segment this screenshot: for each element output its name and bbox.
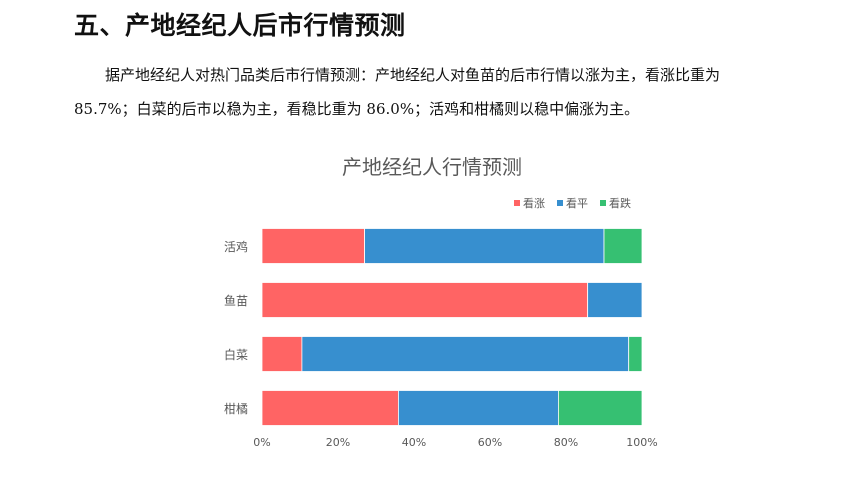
bar-3-1 [398,390,559,426]
bar-2-1 [301,336,630,372]
legend-swatch-0 [514,200,520,206]
x-tick-label-5: 100% [626,436,657,449]
x-tick-label-3: 60% [478,436,502,449]
bar-3-2 [558,390,643,426]
bar-1-1 [587,282,643,318]
chart-legend: 看涨 看平 看跌 [514,196,631,210]
category-label-3: 柑橘 [224,401,248,416]
section-heading: 五、产地经纪人后市行情预测 [74,11,406,40]
legend-label-1: 看平 [566,196,588,210]
chart-bars [261,228,643,426]
x-tick-label-1: 20% [326,436,350,449]
bar-2-2 [628,336,643,372]
value-axis: 0% 20% 40% 60% 80% 100% [253,436,657,449]
bar-0-1 [364,228,605,264]
x-tick-label-2: 40% [402,436,426,449]
bar-0-0 [261,228,365,264]
bar-3-0 [261,390,399,426]
legend-label-2: 看跌 [609,196,631,210]
x-tick-label-0: 0% [253,436,270,449]
bar-2-0 [261,336,303,372]
bar-0-2 [603,228,643,264]
bar-1-0 [261,282,589,318]
category-label-1: 鱼苗 [224,294,248,308]
legend-swatch-1 [557,200,563,206]
body-paragraph: 据产地经纪人对热门品类后市行情预测：产地经纪人对鱼苗的后市行情以涨为主，看涨比重… [74,66,721,118]
category-label-2: 白菜 [224,347,248,362]
legend-label-0: 看涨 [523,196,545,210]
category-label-0: 活鸡 [224,239,248,254]
legend-swatch-2 [600,200,606,206]
chart-title: 产地经纪人行情预测 [342,155,522,179]
x-tick-label-4: 80% [554,436,578,449]
